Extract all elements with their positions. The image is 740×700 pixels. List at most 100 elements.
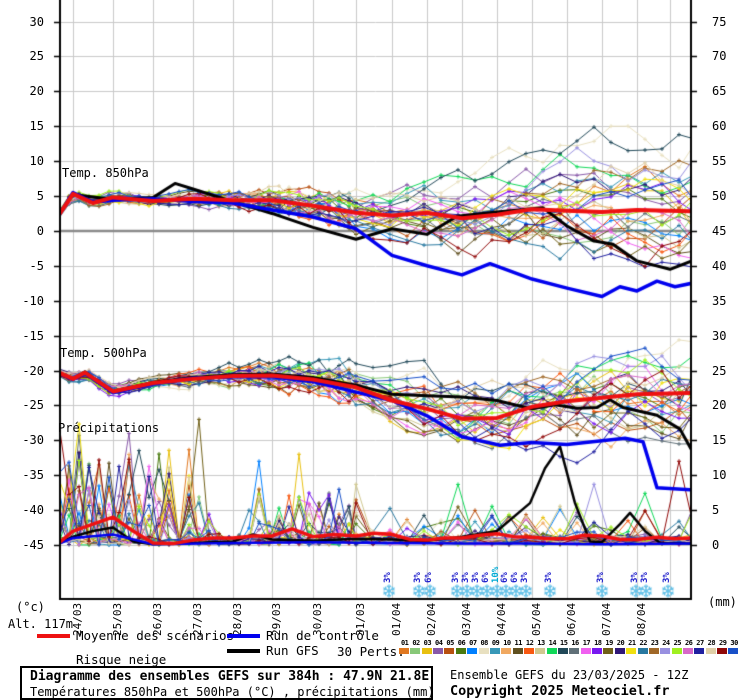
panel-label-t500: Temp. 500hPa xyxy=(60,346,147,360)
pert-number: 23 xyxy=(650,639,659,647)
pert-color-box xyxy=(433,648,444,654)
pert-number: 13 xyxy=(537,639,545,647)
pert-number: 18 xyxy=(594,639,602,647)
pert-number: 28 xyxy=(707,639,716,647)
control-line-swatch xyxy=(227,634,260,638)
pert-color-box xyxy=(444,648,455,654)
legend-control-label: Run de contrôle xyxy=(266,628,379,643)
pert-color-box xyxy=(569,648,580,654)
y-axis-label-left: -5 xyxy=(29,258,44,273)
footer-run-info-block: Ensemble GEFS du 23/03/2025 - 12Z Copyri… xyxy=(450,668,688,699)
pert-color-box xyxy=(705,648,716,654)
pert-color-box xyxy=(580,648,591,654)
pert-number: 09 xyxy=(491,639,500,647)
y-axis-label-left: -25 xyxy=(22,398,44,413)
pert-number: 24 xyxy=(662,639,670,647)
panel-label-t850: Temp. 850hPa xyxy=(62,166,149,180)
footer-title-box: Diagramme des ensembles GEFS sur 384h : … xyxy=(20,666,435,700)
pert-number: 03 xyxy=(423,639,432,647)
pert-number: 26 xyxy=(684,639,693,647)
pert-number: 17 xyxy=(582,639,591,647)
pert-number: 22 xyxy=(639,639,648,647)
pert-color-box xyxy=(671,648,682,654)
pert-number: 01 xyxy=(400,639,409,647)
diagram-title: Diagramme des ensembles GEFS sur 384h : … xyxy=(30,669,430,684)
pert-color-box xyxy=(512,648,523,654)
date-label: 02/04 xyxy=(425,602,438,636)
snow-pct-label: 3% xyxy=(662,572,672,583)
legend-perts-label: 30 Perts. xyxy=(337,644,405,659)
pert-number: 27 xyxy=(696,639,704,647)
pert-color-box xyxy=(694,648,705,654)
mean-line-swatch xyxy=(37,634,70,638)
date-label: 06/04 xyxy=(565,602,578,636)
gfs-line-swatch xyxy=(227,649,260,653)
snow-pct-label: 6% xyxy=(424,572,434,583)
pert-color-box xyxy=(410,648,421,654)
pert-color-box xyxy=(637,648,648,654)
pert-number: 21 xyxy=(628,639,636,647)
pert-number: 06 xyxy=(457,639,466,647)
y-axis-label-left: 0 xyxy=(36,223,44,238)
y-axis-label-right: 75 xyxy=(712,14,727,29)
pert-number: 08 xyxy=(480,639,488,647)
pert-number: 14 xyxy=(548,639,557,647)
pert-color-box xyxy=(717,648,728,654)
copyright: Copyright 2025 Meteociel.fr xyxy=(450,683,670,699)
pert-color-box xyxy=(603,648,614,654)
y-axis-label-left: -45 xyxy=(22,538,44,552)
run-info: Ensemble GEFS du 23/03/2025 - 12Z xyxy=(450,668,689,682)
y-axis-label-left: -10 xyxy=(22,293,44,308)
pert-color-box xyxy=(399,648,409,654)
legend-gfs-label: Run GFS xyxy=(266,643,319,658)
pert-number: 25 xyxy=(673,639,682,647)
pert-color-box xyxy=(614,648,625,654)
y-axis-label-left: 30 xyxy=(29,14,44,29)
pert-number: 30 xyxy=(730,639,738,647)
right-axis-unit: (mm) xyxy=(708,595,737,609)
y-axis-label-left: -30 xyxy=(22,433,44,448)
pert-color-box xyxy=(592,648,603,654)
y-axis-label-left: 10 xyxy=(29,154,44,169)
y-axis-label-right: 55 xyxy=(712,154,727,169)
pert-number: 11 xyxy=(514,639,523,647)
snow-pct-label: 3% xyxy=(413,572,423,583)
pert-number: 12 xyxy=(525,639,534,647)
y-axis-label-right: 70 xyxy=(712,49,727,64)
pert-color-box xyxy=(421,648,432,654)
y-axis-label-right: 50 xyxy=(712,189,727,203)
y-axis-label-right: 10 xyxy=(712,468,727,483)
date-label: 08/04 xyxy=(635,602,648,636)
y-axis-label-left: -35 xyxy=(22,468,44,483)
diagram-subtitle: Températures 850hPa et 500hPa (°C) , pré… xyxy=(30,685,435,699)
pert-color-box xyxy=(728,648,739,654)
y-axis-label-right: 25 xyxy=(712,363,727,378)
altitude-label: Alt. 117m xyxy=(8,617,74,631)
y-axis-label-right: 65 xyxy=(712,84,727,99)
pert-number: 07 xyxy=(469,639,477,647)
pert-color-box xyxy=(648,648,659,654)
pert-color-box xyxy=(626,648,637,654)
pert-color-box xyxy=(660,648,671,654)
pert-color-box xyxy=(489,648,500,654)
date-label: 07/04 xyxy=(600,602,613,636)
y-axis-label-right: 40 xyxy=(712,258,727,273)
pert-color-box xyxy=(523,648,534,654)
y-axis-label-left: 5 xyxy=(36,189,44,203)
y-axis-label-left: -15 xyxy=(22,328,44,343)
snow-pct-label: 3% xyxy=(596,572,606,583)
perturbation-numbers: 01 02 03 04 05 06 07 08 09 10 11 12 13 14 15 16 17 18 19 20… xyxy=(399,639,740,658)
pert-color-box xyxy=(478,648,489,654)
pert-number: 10 xyxy=(503,639,511,647)
pert-color-box xyxy=(546,648,557,654)
pert-color-box xyxy=(455,648,466,654)
y-axis-label-left: 15 xyxy=(29,119,44,134)
pert-number: 16 xyxy=(571,639,579,647)
y-axis-label-right: 0 xyxy=(712,538,720,552)
panel-label-precip: Précipitations xyxy=(58,421,160,435)
date-label: 03/04 xyxy=(460,602,473,636)
pert-number: 29 xyxy=(719,639,727,647)
pert-color-box xyxy=(682,648,693,654)
legend-mean-label: Moyenne des scénarios xyxy=(76,628,235,643)
